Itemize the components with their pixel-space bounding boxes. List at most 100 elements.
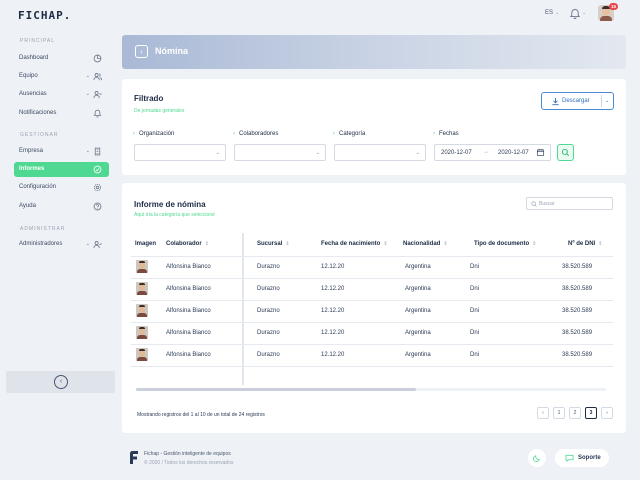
date-range-picker[interactable]: 2020-12-07 → 2020-12-07 — [434, 144, 551, 161]
fichap-logo-icon — [130, 451, 138, 464]
col-header-nacimiento-label: Fecha de nacimiento — [321, 241, 381, 247]
chevron-down-icon: ⌄ — [85, 91, 90, 97]
cell-dni: 38.520.589 — [562, 286, 593, 292]
sidebar-item-dashboard[interactable]: Dashboard — [14, 51, 109, 66]
photo-face — [139, 262, 145, 269]
cell-nacimiento: 12.12.20 — [321, 308, 345, 314]
notification-bell-icon[interactable] — [569, 8, 581, 20]
sidebar-item-label: Administradores — [19, 241, 63, 247]
cell-tipo-documento: Dni — [470, 330, 480, 336]
moon-icon — [533, 455, 540, 462]
table-row[interactable]: Alfonsina Bianco Durazno 12.12.20 Argent… — [131, 278, 613, 300]
sidebar-item-configuracion[interactable]: Configuración — [14, 180, 109, 195]
row-divider — [131, 300, 613, 301]
footer-copyright: © 2020 / Todos los derechos reservados — [144, 460, 234, 466]
report-title: Informe de nómina — [134, 200, 206, 209]
chevron-down-icon: ⌄ — [315, 150, 320, 156]
table-row[interactable]: Alfonsina Bianco Durazno 12.12.20 Argent… — [131, 344, 613, 366]
col-header-sucursal-label: Sucursal — [257, 241, 283, 247]
language-selector[interactable]: ES ⌄ — [545, 10, 559, 16]
table-row[interactable]: Alfonsina Bianco Durazno 12.12.20 Argent… — [131, 322, 613, 344]
report-icon — [93, 165, 102, 174]
cell-nacimiento: 12.12.20 — [321, 286, 345, 292]
pagination-page-2[interactable]: 2 — [569, 407, 581, 419]
sidebar-item-empresa[interactable]: Empresa ⌄ — [14, 144, 109, 159]
sidebar-item-notificaciones[interactable]: Notificaciones — [14, 106, 109, 121]
report-card: Informe de nómina Aquí iría la categoría… — [122, 183, 626, 433]
categoria-select[interactable]: ⌄ — [334, 144, 426, 161]
sort-icon: ⇕ — [204, 241, 209, 247]
avatar-hair — [602, 6, 610, 9]
sort-icon: ⇕ — [598, 241, 603, 247]
col-header-nacionalidad[interactable]: Nacionalidad ⇕ — [403, 241, 448, 247]
organizacion-select[interactable]: ⌄ — [134, 144, 226, 161]
chevron-down-icon: ⌄ — [215, 150, 220, 156]
horizontal-scrollbar[interactable] — [136, 388, 606, 391]
calendar-icon[interactable] — [536, 148, 545, 157]
label-categoria-text: Categoría — [339, 131, 366, 137]
apply-filter-button[interactable] — [557, 144, 574, 161]
row-divider — [131, 322, 613, 323]
section-principal: PRINCIPAL — [20, 38, 56, 44]
label-fechas: › Fechas — [433, 131, 459, 137]
pagination-next-button[interactable]: › — [601, 407, 613, 419]
search-placeholder: Buscar — [539, 201, 555, 207]
section-gestionar: GESTIONAR — [20, 132, 59, 138]
table-row[interactable]: Alfonsina Bianco Durazno 12.12.20 Argent… — [131, 300, 613, 322]
chevron-down-icon[interactable]: ⌄ — [582, 10, 587, 16]
label-colaboradores: › Colaboradores — [233, 131, 278, 137]
cell-colaborador: Alfonsina Bianco — [166, 264, 211, 270]
theme-toggle-button[interactable] — [528, 449, 546, 467]
chevron-down-icon: ⌄ — [85, 241, 90, 247]
pagination-page-3[interactable]: 3 — [585, 407, 597, 419]
date-from[interactable]: 2020-12-07 — [441, 150, 472, 156]
chevron-left-icon: ‹ — [542, 410, 544, 416]
sidebar-item-equipo[interactable]: Equipo ⌄ — [14, 69, 109, 84]
photo-body — [137, 357, 147, 361]
col-header-dni[interactable]: Nº de DNI ⇕ — [568, 241, 602, 247]
download-button[interactable]: Descargar ⌄ — [541, 92, 614, 110]
sidebar-item-administradores[interactable]: Administradores ⌄ — [14, 237, 109, 252]
collaborator-photo — [136, 348, 148, 361]
label-organizacion-text: Organización — [139, 131, 175, 137]
back-button[interactable]: ‹ — [135, 45, 148, 58]
cell-nacimiento: 12.12.20 — [321, 352, 345, 358]
table-row[interactable]: Alfonsina Bianco Durazno 12.12.20 Argent… — [131, 256, 613, 278]
photo-hair — [139, 327, 145, 329]
photo-hair — [139, 305, 145, 307]
filter-title: Filtrado — [134, 94, 164, 103]
support-button[interactable]: Soporte — [555, 449, 609, 467]
cell-dni: 38.520.589 — [562, 308, 593, 314]
building-icon — [94, 147, 101, 156]
sidebar-item-informes[interactable]: Informes — [14, 162, 109, 177]
chat-icon — [565, 454, 574, 462]
colaboradores-select[interactable]: ⌄ — [234, 144, 326, 161]
language-label: ES — [545, 10, 554, 16]
pagination-prev-button[interactable]: ‹ — [537, 407, 549, 419]
chevron-down-icon[interactable]: ⌄ — [605, 98, 610, 104]
label-colaboradores-text: Colaboradores — [239, 131, 279, 137]
row-divider — [131, 256, 613, 257]
avatar-face — [602, 7, 610, 16]
collapse-sidebar-button[interactable]: ‹ — [54, 375, 68, 389]
pagination-page-1[interactable]: 1 — [553, 407, 565, 419]
chevron-right-icon: › — [133, 131, 135, 137]
cell-nacimiento: 12.12.20 — [321, 264, 345, 270]
col-header-tipo-documento[interactable]: Tipo de documento ⇕ — [474, 241, 536, 247]
cell-nacionalidad: Argentina — [405, 352, 431, 358]
cell-sucursal: Durazno — [257, 330, 280, 336]
date-to[interactable]: 2020-12-07 — [498, 150, 529, 156]
sidebar-collapse-bar: ‹ — [6, 371, 115, 393]
col-header-nacimiento[interactable]: Fecha de nacimiento ⇕ — [321, 241, 388, 247]
search-input[interactable]: Buscar — [526, 197, 613, 210]
sort-icon: ⇕ — [443, 241, 448, 247]
sidebar-item-ausencias[interactable]: Ausencias ⌄ — [14, 87, 109, 102]
photo-body — [137, 291, 147, 295]
col-header-colaborador[interactable]: Colaborador ⇕ — [166, 241, 209, 247]
sidebar: PRINCIPAL Dashboard Equipo ⌄ Ausencias ⌄… — [0, 28, 116, 480]
col-header-sucursal[interactable]: Sucursal ⇕ — [257, 241, 290, 247]
cell-dni: 38.520.589 — [562, 264, 593, 270]
photo-face — [139, 284, 145, 291]
sidebar-item-ayuda[interactable]: Ayuda — [14, 199, 109, 214]
scrollbar-thumb[interactable] — [136, 388, 416, 391]
